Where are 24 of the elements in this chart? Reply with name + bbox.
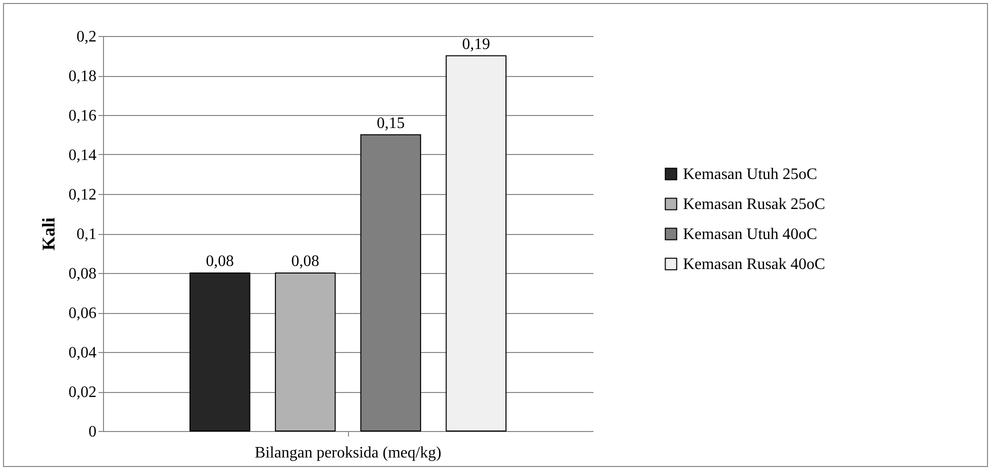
legend-label: Kemasan Rusak 40oC xyxy=(683,256,826,273)
y-tick-label: 0,2 xyxy=(76,28,96,46)
y-tick-label: 0,08 xyxy=(68,266,96,282)
bar xyxy=(274,272,336,432)
data-label: 0,08 xyxy=(206,253,234,270)
bar xyxy=(446,55,506,432)
y-tick-label: 0,1 xyxy=(76,226,96,243)
y-tick-label: 0,02 xyxy=(68,384,96,401)
y-tick-label: 0,04 xyxy=(68,344,96,362)
y-tick-label: 0,18 xyxy=(68,68,96,85)
legend-label: Kemasan Utuh 40oC xyxy=(683,226,818,243)
data-label: 0,08 xyxy=(291,253,320,270)
y-tick-label: 0,16 xyxy=(68,108,96,124)
y-tick-label: 0,06 xyxy=(68,305,96,322)
y-tick-label: 0,14 xyxy=(68,147,96,164)
legend-label: Kemasan Rusak 25oC xyxy=(683,196,826,213)
y-tick-label: 0,12 xyxy=(68,186,96,204)
legend-label: Kemasan Utuh 25oC xyxy=(683,166,818,183)
data-label: 0,15 xyxy=(376,114,405,132)
x-tick-label: Bilangan peroksida (meq/kg) xyxy=(254,444,442,462)
y-tick-label: 0 xyxy=(88,424,96,440)
data-label: 0,19 xyxy=(462,36,490,53)
bar xyxy=(190,272,250,432)
y-axis-title: Kali xyxy=(38,217,58,251)
